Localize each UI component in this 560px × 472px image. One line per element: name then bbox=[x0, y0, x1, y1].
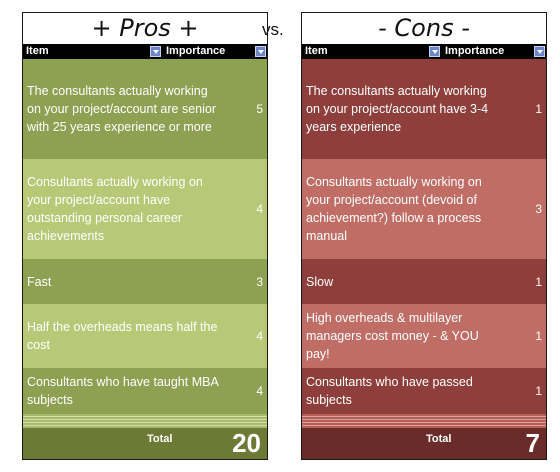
cons-row-importance: 1 bbox=[535, 274, 542, 289]
table-row[interactable]: The consultants actually working on your… bbox=[302, 59, 546, 159]
table-row[interactable]: High overheads & multilayer managers cos… bbox=[302, 304, 546, 368]
table-row[interactable]: The consultants actually working on your… bbox=[23, 59, 267, 159]
vs-label: vs. bbox=[262, 20, 284, 39]
pros-row-text: Consultants who have taught MBA subjects bbox=[27, 375, 219, 407]
cons-row-text: Consultants who have passed subjects bbox=[306, 375, 473, 407]
cons-row-importance: 3 bbox=[535, 202, 542, 216]
pros-header-item: Item bbox=[23, 44, 163, 59]
cons-total-row: Total 7 bbox=[302, 428, 546, 459]
cons-total-label: Total bbox=[426, 433, 452, 445]
cons-header-item: Item bbox=[302, 44, 442, 59]
cons-table-header: Item Importance bbox=[302, 44, 546, 59]
cons-rows: The consultants actually working on your… bbox=[302, 59, 546, 428]
pros-row-importance: 4 bbox=[256, 384, 263, 398]
pros-total-value: 20 bbox=[232, 428, 261, 458]
pros-total-label: Total bbox=[147, 433, 173, 445]
pros-row-importance: 4 bbox=[256, 329, 263, 343]
pros-panel: + Pros + Item Importance The consultants… bbox=[22, 12, 268, 460]
pros-row-text: Fast bbox=[27, 274, 52, 289]
cons-row-importance: 1 bbox=[535, 329, 542, 343]
pros-row-importance: 4 bbox=[256, 202, 263, 216]
pros-title: + Pros + bbox=[91, 14, 199, 42]
pros-header-importance-label: Importance bbox=[166, 45, 226, 57]
table-row[interactable]: Consultants who have passed subjects 1 bbox=[302, 368, 546, 414]
cons-panel: - Cons - Item Importance The consultants… bbox=[301, 12, 547, 460]
pros-table-header: Item Importance bbox=[23, 44, 267, 59]
pros-header-item-label: Item bbox=[26, 45, 49, 57]
pros-importance-filter-dropdown-icon[interactable] bbox=[255, 46, 266, 57]
cons-row-text: High overheads & multilayer managers cos… bbox=[306, 311, 479, 361]
cons-header-importance-label: Importance bbox=[445, 45, 505, 57]
pros-row-importance: 5 bbox=[256, 102, 263, 116]
cons-header-importance: Importance bbox=[442, 44, 546, 59]
cons-total-value: 7 bbox=[525, 428, 540, 458]
cons-row-text: The consultants actually working on your… bbox=[306, 84, 489, 134]
cons-header-item-label: Item bbox=[305, 45, 328, 57]
cons-row-importance: 1 bbox=[535, 102, 542, 116]
cons-importance-filter-dropdown-icon[interactable] bbox=[534, 46, 545, 57]
pros-row-importance: 3 bbox=[256, 274, 263, 289]
pros-rows: The consultants actually working on your… bbox=[23, 59, 267, 428]
table-row[interactable]: Fast 3 bbox=[23, 259, 267, 304]
pros-row-text: The consultants actually working on your… bbox=[27, 84, 216, 134]
pros-total-row: Total 20 bbox=[23, 428, 267, 459]
cons-title: - Cons - bbox=[378, 14, 470, 42]
table-row[interactable]: Consultants who have taught MBA subjects… bbox=[23, 368, 267, 414]
cons-row-importance: 1 bbox=[535, 384, 542, 398]
cons-row-text: Consultants actually working on your pro… bbox=[306, 175, 482, 243]
table-row[interactable]: Consultants actually working on your pro… bbox=[302, 159, 546, 259]
pros-header-importance: Importance bbox=[163, 44, 267, 59]
table-row[interactable]: Half the overheads means half the cost 4 bbox=[23, 304, 267, 368]
table-row[interactable]: Consultants actually working on your pro… bbox=[23, 159, 267, 259]
table-row[interactable]: Slow 1 bbox=[302, 259, 546, 304]
cons-empty-rows bbox=[302, 414, 546, 428]
pros-row-text: Consultants actually working on your pro… bbox=[27, 175, 203, 243]
pros-empty-rows bbox=[23, 414, 267, 428]
pros-item-filter-dropdown-icon[interactable] bbox=[150, 46, 161, 57]
pros-row-text: Half the overheads means half the cost bbox=[27, 320, 218, 352]
cons-row-text: Slow bbox=[306, 274, 334, 289]
cons-item-filter-dropdown-icon[interactable] bbox=[429, 46, 440, 57]
